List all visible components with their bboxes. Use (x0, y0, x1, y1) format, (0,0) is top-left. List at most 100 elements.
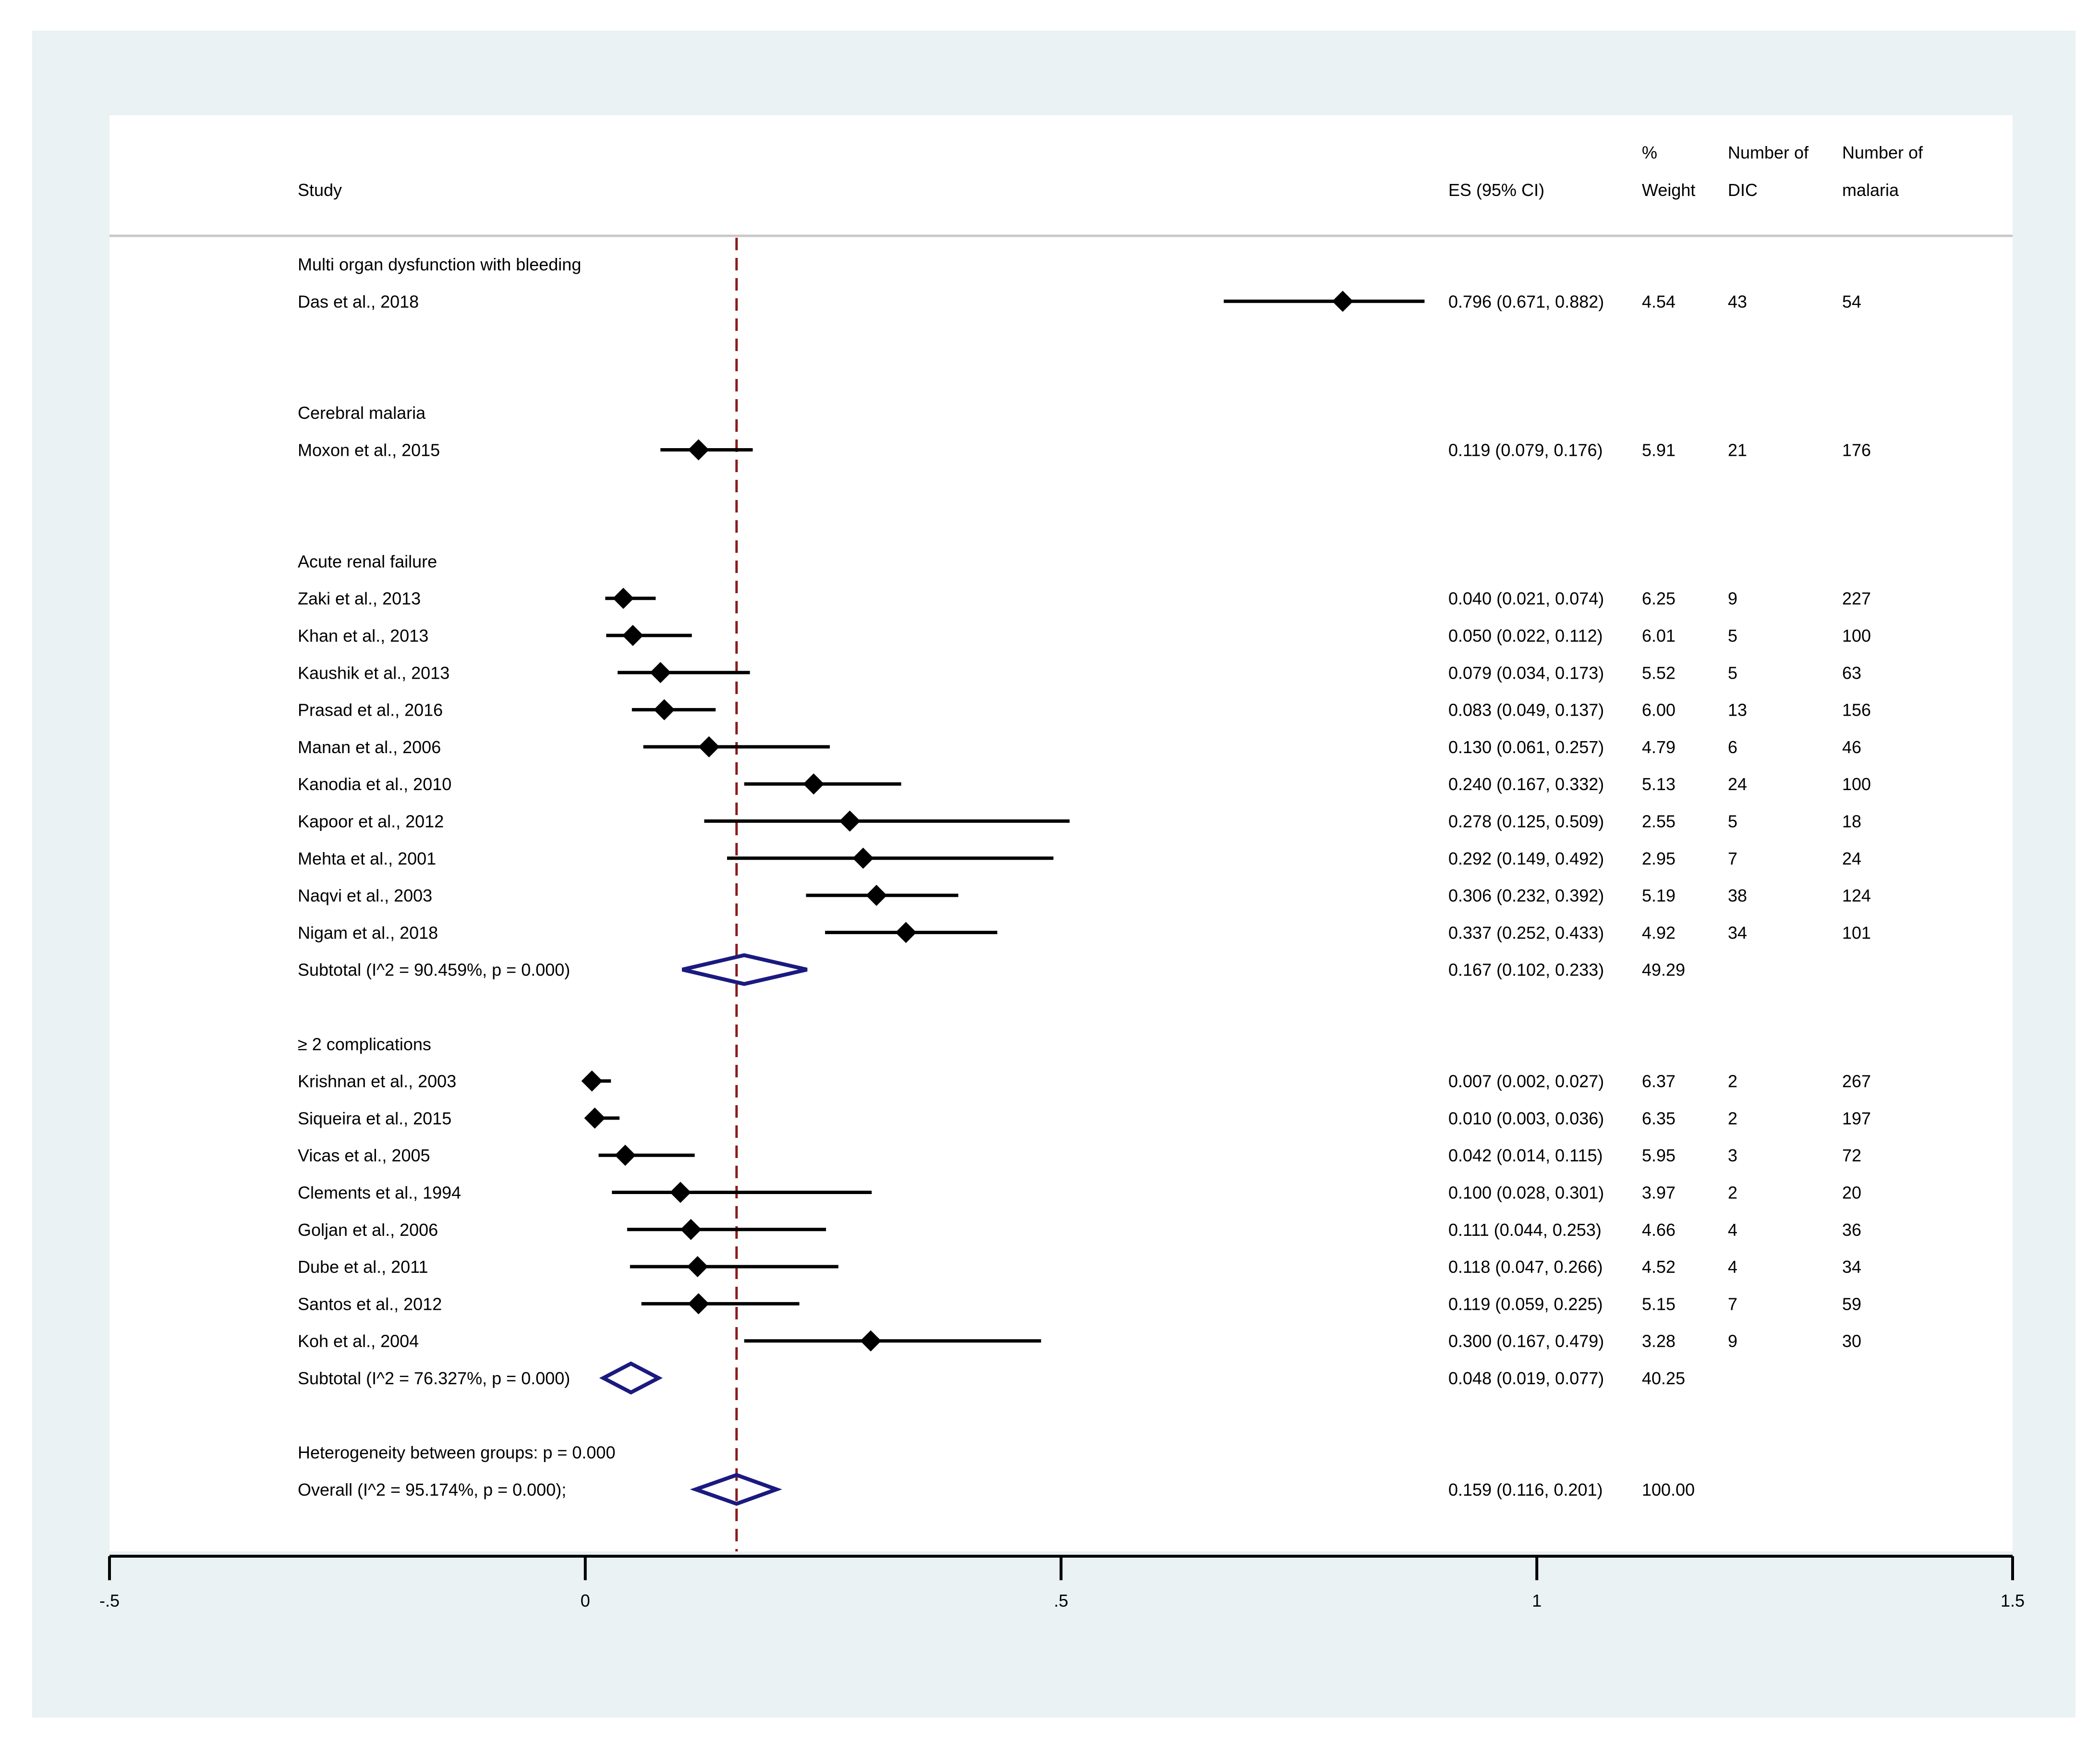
es-ci-value: 0.010 (0.003, 0.036) (1448, 1109, 1604, 1128)
malaria-count: 124 (1842, 886, 1871, 905)
study-label: Nigam et al., 2018 (298, 923, 438, 942)
dic-count: 4 (1728, 1257, 1737, 1277)
study-rows: Multi organ dysfunction with bleeding Das… (298, 255, 1871, 1500)
weight-value: 6.35 (1642, 1109, 1675, 1128)
x-tick-label: 0 (581, 1591, 590, 1610)
forest-marks (581, 238, 1425, 1551)
point-estimate-marker (895, 922, 917, 943)
weight-value: 3.97 (1642, 1183, 1675, 1203)
dic-count: 9 (1728, 1331, 1737, 1351)
weight-value: 6.37 (1642, 1072, 1675, 1091)
dic-count: 21 (1728, 440, 1747, 460)
header-es: ES (95% CI) (1448, 180, 1544, 200)
malaria-count: 36 (1842, 1220, 1861, 1240)
point-estimate-marker (687, 1256, 708, 1278)
es-ci-value: 0.007 (0.002, 0.027) (1448, 1072, 1604, 1091)
point-estimate-marker (839, 810, 861, 832)
weight-value: 5.95 (1642, 1146, 1675, 1165)
malaria-count: 176 (1842, 440, 1871, 460)
point-estimate-marker (654, 699, 675, 720)
es-ci-value: 0.042 (0.014, 0.115) (1448, 1146, 1603, 1165)
point-estimate-marker (613, 587, 634, 609)
column-headers: Study ES (95% CI) % Weight Number of DIC… (109, 143, 2013, 237)
point-estimate-marker (866, 885, 887, 906)
dic-count: 6 (1728, 737, 1737, 757)
header-dic-1: Number of (1728, 143, 1809, 162)
es-ci-value: 0.040 (0.021, 0.074) (1448, 589, 1604, 609)
weight-value: 49.29 (1642, 960, 1685, 980)
subgroup-label: Multi organ dysfunction with bleeding (298, 255, 581, 274)
malaria-count: 101 (1842, 923, 1871, 942)
subtotal-diamond (681, 953, 808, 986)
dic-count: 3 (1728, 1146, 1737, 1165)
header-dic-2: DIC (1728, 180, 1758, 200)
malaria-count: 227 (1842, 589, 1871, 609)
malaria-count: 20 (1842, 1183, 1861, 1203)
dic-count: 5 (1728, 812, 1737, 831)
malaria-count: 34 (1842, 1257, 1861, 1277)
subgroup-label: ≥ 2 complications (298, 1034, 431, 1054)
subgroup-label: Acute renal failure (298, 551, 437, 571)
dic-count: 38 (1728, 886, 1747, 905)
dic-count: 13 (1728, 700, 1747, 720)
overall-label: Overall (I^2 = 95.174%, p = 0.000); (298, 1480, 566, 1500)
study-label: Kanodia et al., 2010 (298, 774, 451, 794)
point-estimate-marker (680, 1219, 702, 1240)
header-weight-2: Weight (1642, 180, 1695, 200)
study-label: Khan et al., 2013 (298, 626, 428, 646)
header-malaria-1: Number of (1842, 143, 1923, 162)
dic-count: 9 (1728, 589, 1737, 609)
overall-diamond (690, 1473, 782, 1506)
point-estimate-marker (688, 1293, 709, 1315)
es-ci-value: 0.048 (0.019, 0.077) (1448, 1368, 1604, 1388)
point-estimate-marker (622, 625, 643, 646)
weight-value: 6.01 (1642, 626, 1675, 646)
es-ci-value: 0.292 (0.149, 0.492) (1448, 849, 1604, 868)
weight-value: 4.66 (1642, 1220, 1675, 1240)
weight-value: 4.52 (1642, 1257, 1675, 1277)
malaria-count: 18 (1842, 812, 1861, 831)
es-ci-value: 0.079 (0.034, 0.173) (1448, 663, 1604, 683)
malaria-count: 267 (1842, 1072, 1871, 1091)
point-estimate-marker (650, 662, 671, 683)
malaria-count: 72 (1842, 1146, 1861, 1165)
es-ci-value: 0.111 (0.044, 0.253) (1448, 1220, 1602, 1240)
study-label: Clements et al., 1994 (298, 1183, 461, 1203)
es-ci-value: 0.119 (0.059, 0.225) (1448, 1294, 1603, 1314)
weight-value: 4.79 (1642, 737, 1675, 757)
es-ci-value: 0.278 (0.125, 0.509) (1448, 812, 1604, 831)
dic-count: 4 (1728, 1220, 1737, 1240)
x-axis: -.5 0 .5 1 1.5 (99, 1555, 2025, 1610)
es-ci-value: 0.167 (0.102, 0.233) (1448, 960, 1604, 980)
study-label: Mehta et al., 2001 (298, 849, 436, 868)
study-label: Vicas et al., 2005 (298, 1146, 430, 1165)
weight-value: 5.91 (1642, 440, 1675, 460)
weight-value: 6.00 (1642, 700, 1675, 720)
dic-count: 5 (1728, 626, 1737, 646)
weight-value: 5.52 (1642, 663, 1675, 683)
point-estimate-marker (852, 847, 874, 869)
dic-count: 24 (1728, 774, 1747, 794)
es-ci-value: 0.130 (0.061, 0.257) (1448, 737, 1604, 757)
dic-count: 7 (1728, 1294, 1737, 1314)
malaria-count: 100 (1842, 774, 1871, 794)
study-label: Krishnan et al., 2003 (298, 1072, 456, 1091)
subtotal-label: Subtotal (I^2 = 76.327%, p = 0.000) (298, 1368, 570, 1388)
weight-value: 40.25 (1642, 1368, 1685, 1388)
es-ci-value: 0.119 (0.079, 0.176) (1448, 440, 1603, 460)
malaria-count: 59 (1842, 1294, 1861, 1314)
point-estimate-marker (698, 736, 720, 757)
study-label: Santos et al., 2012 (298, 1294, 442, 1314)
study-label: Das et al., 2018 (298, 292, 419, 311)
plot-region (109, 115, 2013, 1551)
weight-value: 5.19 (1642, 886, 1675, 905)
subgroup-label: Cerebral malaria (298, 403, 426, 423)
dic-count: 34 (1728, 923, 1747, 942)
study-label: Manan et al., 2006 (298, 737, 441, 757)
es-ci-value: 0.050 (0.022, 0.112) (1448, 626, 1603, 646)
x-tick-label: 1 (1532, 1591, 1542, 1610)
point-estimate-marker (669, 1182, 691, 1203)
study-label: Kaushik et al., 2013 (298, 663, 449, 683)
header-weight-1: % (1642, 143, 1657, 162)
